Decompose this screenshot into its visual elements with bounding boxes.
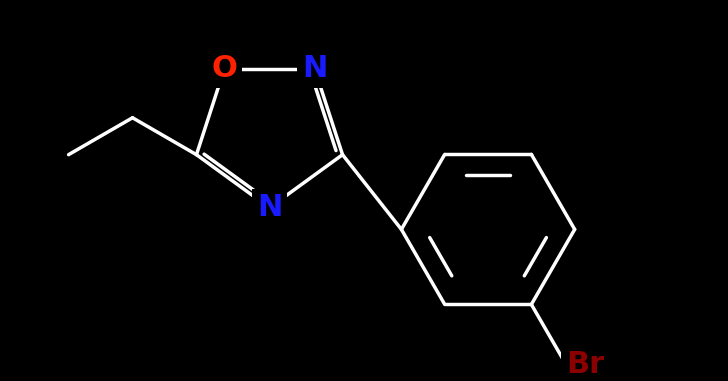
Text: N: N	[302, 54, 328, 83]
Text: O: O	[211, 54, 237, 83]
Text: N: N	[257, 193, 282, 222]
Text: Br: Br	[566, 350, 604, 379]
